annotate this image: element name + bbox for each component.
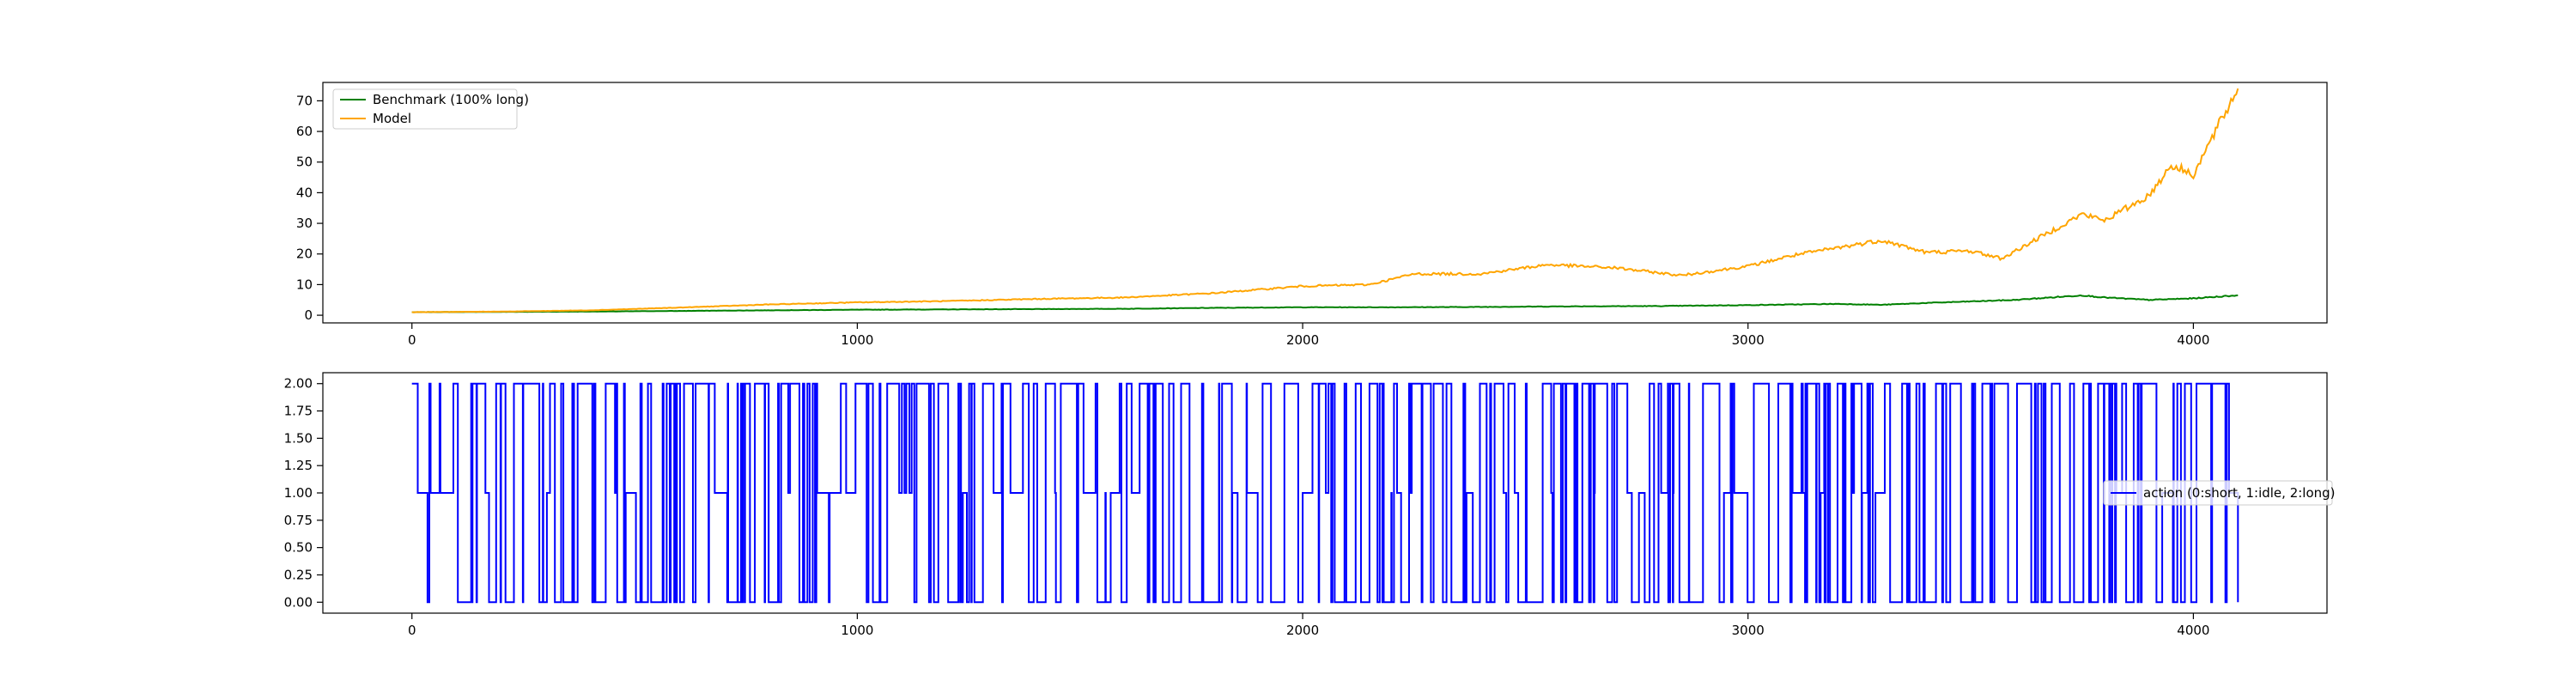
top-chart-x-ticks: 0 1000 2000 3000 4000 bbox=[408, 323, 2209, 348]
x-tick-label: 3000 bbox=[1732, 332, 1765, 348]
x-tick-label: 1000 bbox=[841, 623, 873, 638]
y-tick-label: 2.00 bbox=[284, 376, 313, 392]
benchmark-line bbox=[411, 294, 2239, 313]
top-chart-frame bbox=[322, 82, 2328, 324]
top-chart-legend: Benchmark (100% long) Model bbox=[332, 88, 529, 130]
legend-label-action: action (0:short, 1:idle, 2:long) bbox=[2143, 485, 2336, 501]
bottom-chart-legend: action (0:short, 1:idle, 2:long) bbox=[2103, 480, 2336, 506]
y-tick-label: 1.50 bbox=[284, 430, 313, 446]
x-tick-label: 2000 bbox=[1286, 623, 1319, 638]
y-tick-label: 0 bbox=[304, 307, 313, 323]
x-tick-label: 3000 bbox=[1732, 623, 1765, 638]
x-tick-label: 2000 bbox=[1286, 332, 1319, 348]
bottom-chart-legend-box bbox=[2103, 480, 2333, 506]
model-line bbox=[411, 88, 2239, 313]
x-tick-label: 1000 bbox=[841, 332, 873, 348]
x-tick-label: 0 bbox=[408, 332, 416, 348]
legend-label-model: Model bbox=[373, 111, 411, 126]
action-line bbox=[411, 382, 2239, 604]
y-tick-label: 20 bbox=[296, 246, 313, 262]
y-tick-label: 0.00 bbox=[284, 594, 313, 610]
x-tick-label: 0 bbox=[408, 623, 416, 638]
bottom-chart-x-ticks: 0 1000 2000 3000 4000 bbox=[408, 613, 2209, 638]
y-tick-label: 10 bbox=[296, 277, 313, 292]
y-tick-label: 50 bbox=[296, 155, 313, 170]
y-tick-label: 30 bbox=[296, 216, 313, 231]
y-tick-label: 1.25 bbox=[284, 458, 313, 473]
top-chart-y-ticks: 0 10 20 30 40 50 60 70 bbox=[296, 93, 323, 323]
x-tick-label: 4000 bbox=[2177, 332, 2209, 348]
bottom-chart-axes: 0 1000 2000 3000 4000 0.00 0.25 0.50 0.75 1.00 1.… bbox=[284, 372, 2336, 638]
top-chart-axes: 0 1000 2000 3000 4000 0 10 20 30 40 50 60 70 Benchm… bbox=[296, 82, 2328, 348]
y-tick-label: 70 bbox=[296, 93, 313, 108]
y-tick-label: 1.75 bbox=[284, 404, 313, 419]
top-chart-legend-box bbox=[332, 88, 518, 130]
y-tick-label: 60 bbox=[296, 124, 313, 139]
y-tick-label: 0.50 bbox=[284, 540, 313, 556]
bottom-chart-series-group bbox=[411, 382, 2239, 604]
top-chart-series-group bbox=[411, 88, 2239, 313]
x-tick-label: 4000 bbox=[2177, 623, 2209, 638]
y-tick-label: 40 bbox=[296, 185, 313, 200]
bottom-chart-y-ticks: 0.00 0.25 0.50 0.75 1.00 1.25 1.50 1.75 2.00 bbox=[284, 376, 323, 610]
y-tick-label: 1.00 bbox=[284, 485, 313, 501]
y-tick-label: 0.25 bbox=[284, 567, 313, 582]
legend-label-benchmark: Benchmark (100% long) bbox=[373, 92, 529, 107]
y-tick-label: 0.75 bbox=[284, 513, 313, 528]
